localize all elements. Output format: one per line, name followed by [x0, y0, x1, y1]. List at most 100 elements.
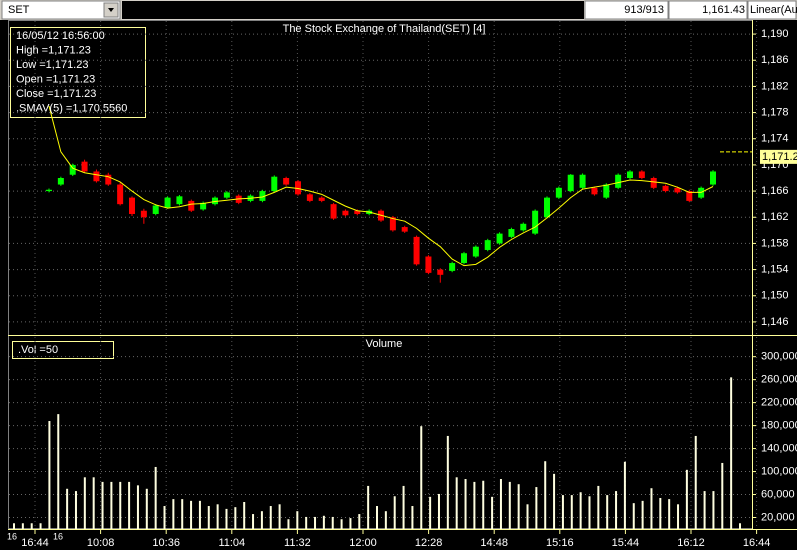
candle-body: [425, 256, 432, 273]
volume-bar: [243, 502, 246, 529]
candle-body: [295, 181, 301, 195]
y-tick-label: 1,186: [761, 54, 789, 66]
candle-body: [212, 197, 218, 205]
volume-bar: [145, 488, 148, 529]
volume-bar: [491, 496, 494, 529]
volume-bar: [225, 508, 228, 529]
volume-bar: [677, 504, 680, 529]
candle-body: [615, 174, 622, 188]
volume-bar: [260, 511, 263, 529]
volume-bar: [13, 523, 15, 529]
volume-bar: [437, 493, 440, 529]
volume-bar: [473, 481, 476, 529]
volume-bar: [508, 481, 511, 529]
volume-title: Volume: [366, 338, 403, 350]
candle-body: [306, 194, 313, 201]
volume-bar: [39, 523, 42, 529]
time-label: 12:00: [349, 537, 377, 549]
toolbar-blank: [122, 1, 584, 19]
candle-body: [152, 205, 159, 214]
volume-bar: [597, 485, 600, 529]
y-tick-label: 1,182: [761, 80, 789, 92]
candle-body: [472, 246, 479, 257]
volume-bar: [136, 485, 139, 529]
volume-bar: [252, 514, 255, 529]
dropdown-arrow: [108, 8, 114, 12]
time-label: 16:12: [677, 537, 705, 549]
volume-bar: [190, 500, 193, 529]
volume-bar: [402, 485, 405, 529]
info-line: .SMAV(5) =1,170.5560: [16, 102, 127, 114]
volume-bar: [128, 481, 131, 529]
count-text: 913/913: [624, 4, 664, 16]
candle-body: [354, 210, 361, 214]
volume-bar: [641, 500, 644, 529]
candle-body: [638, 171, 645, 178]
candle-body: [81, 161, 88, 172]
volume-bar: [92, 477, 95, 529]
sma-line: [48, 105, 714, 267]
candle-body: [567, 174, 574, 192]
candle-body: [188, 200, 195, 211]
time-label: 15:44: [612, 537, 640, 549]
volume-bar: [305, 516, 308, 529]
volume-bar: [21, 523, 24, 529]
candle-body: [129, 197, 135, 214]
symbol-text: SET: [8, 4, 30, 16]
candle-body: [627, 171, 633, 178]
info-line: Low =1,171.23: [16, 59, 88, 71]
volume-bar: [163, 506, 166, 529]
candle-body: [544, 197, 550, 218]
volume-bar: [66, 488, 69, 529]
candle-body: [710, 171, 716, 185]
mode-cell[interactable]: [747, 0, 797, 20]
volume-bar: [703, 491, 706, 529]
volume-bar: [712, 491, 715, 529]
volume-bar: [331, 516, 334, 529]
volume-bar: [340, 519, 343, 529]
y-tick-label: 1,154: [761, 263, 789, 275]
volume-bar: [48, 421, 51, 529]
y-tick-label: 180,000: [761, 420, 797, 432]
volume-bar: [739, 523, 741, 529]
volume-bar: [358, 514, 361, 529]
candle-body: [164, 197, 171, 208]
y-tick-label: 300,000: [761, 351, 797, 363]
volume-bar: [570, 495, 573, 529]
candle-body: [532, 210, 539, 234]
volume-bar: [349, 518, 352, 529]
info-line: 16/05/12 16:56:00: [16, 30, 105, 42]
time-label: 14:48: [480, 537, 508, 549]
volume-bar: [721, 462, 724, 529]
volume-bar: [322, 515, 325, 529]
count-cell: [584, 0, 669, 20]
y-tick-label: 1,174: [761, 133, 789, 145]
volume-bar: [482, 480, 485, 529]
candle-body: [117, 184, 124, 205]
symbol-dropdown[interactable]: [1, 0, 121, 20]
candle-body: [200, 202, 207, 210]
volume-bar: [110, 481, 113, 529]
candle-body: [176, 196, 183, 205]
candle-body: [342, 210, 349, 216]
candle-body: [69, 164, 76, 175]
volume-bar: [730, 377, 733, 529]
volume-bar: [269, 506, 272, 529]
volume-bar: [694, 435, 697, 529]
y-tick-label: 220,000: [761, 397, 797, 409]
time-label: 11:04: [218, 537, 245, 549]
volume-bar: [198, 500, 201, 529]
candle-body: [93, 171, 100, 182]
volume-bar: [411, 506, 414, 529]
volume-bar: [561, 495, 564, 529]
mode-text: Linear(Au: [750, 4, 797, 16]
candle-body: [46, 189, 52, 192]
y-tick-label: 20,000: [761, 511, 795, 523]
volume-bar: [685, 469, 688, 529]
last-price-box: [760, 149, 797, 164]
volume-bar: [659, 497, 662, 529]
price-title: The Stock Exchange of Thailand(SET) [4]: [283, 23, 486, 35]
volume-bar: [119, 481, 122, 529]
volume-bar: [376, 506, 378, 529]
volume-bar: [632, 503, 635, 529]
